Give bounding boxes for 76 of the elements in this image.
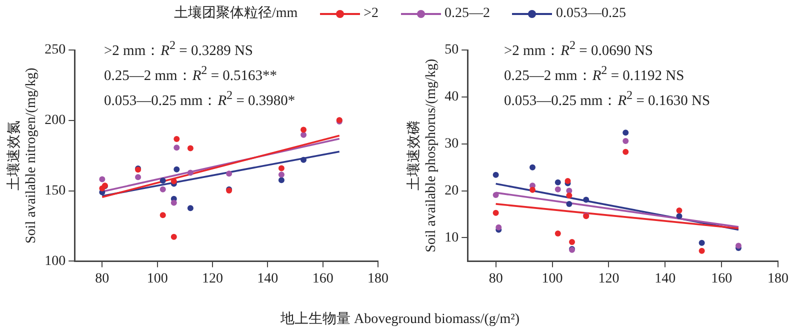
y-tick-label: 150 bbox=[44, 183, 66, 198]
annotation: 0.25—2 mm：R$^{2}$ = 0.1192 NS bbox=[504, 62, 684, 84]
point bbox=[569, 238, 576, 245]
point bbox=[160, 186, 166, 192]
annotation: >2 mm：R$^{2}$ = 0.0690 NS bbox=[504, 38, 653, 59]
x-tick-label: 100 bbox=[542, 271, 563, 286]
point bbox=[530, 164, 536, 170]
x-tick-label: 120 bbox=[202, 271, 224, 286]
x-tick-label: 180 bbox=[768, 271, 788, 286]
point bbox=[226, 170, 232, 177]
point bbox=[735, 242, 742, 249]
point bbox=[492, 192, 499, 198]
point bbox=[278, 165, 284, 172]
point bbox=[554, 179, 561, 186]
x-tick-label: 160 bbox=[312, 271, 334, 286]
point bbox=[174, 166, 180, 172]
y-axis-title: 土壤速效磷 Soil available phosphorus/(mg/kg) bbox=[406, 58, 439, 252]
point bbox=[622, 148, 629, 155]
point bbox=[300, 132, 307, 138]
x-tick-label: 140 bbox=[257, 271, 278, 286]
point bbox=[583, 196, 590, 203]
y-tick-label: 30 bbox=[444, 136, 459, 152]
y-tick-label: 100 bbox=[44, 254, 66, 269]
point bbox=[496, 224, 502, 230]
annotation: 0.25—2 mm：R$^{2}$ = 0.5163** bbox=[104, 62, 278, 84]
point bbox=[698, 240, 705, 246]
point bbox=[698, 248, 705, 254]
point bbox=[187, 205, 194, 212]
legend-label: 0.053—0.25 bbox=[555, 6, 626, 22]
point bbox=[676, 208, 682, 214]
y-tick-label: 250 bbox=[44, 42, 66, 58]
point bbox=[566, 200, 572, 207]
point bbox=[135, 174, 142, 180]
point bbox=[492, 210, 499, 216]
x-tick-label: 180 bbox=[368, 271, 388, 286]
point bbox=[566, 192, 572, 198]
point bbox=[99, 176, 106, 182]
y-tick-label: 200 bbox=[44, 113, 66, 128]
point bbox=[622, 130, 629, 136]
x-tick-label: 120 bbox=[598, 271, 620, 286]
point bbox=[170, 234, 177, 240]
x-tick-label: 80 bbox=[488, 271, 503, 286]
y-tick-label: 20 bbox=[444, 183, 459, 198]
x-tick-label: 160 bbox=[711, 271, 732, 286]
x-axis-title: 地上生物量 Aboveground biomass/(g/m²) bbox=[279, 310, 521, 328]
point bbox=[554, 186, 561, 192]
x-tick-label: 140 bbox=[654, 271, 676, 286]
point bbox=[174, 136, 180, 142]
point bbox=[300, 126, 307, 133]
annotation: 0.053—0.25 mm：R$^{2}$ = 0.1630 NS bbox=[504, 88, 710, 108]
point bbox=[564, 178, 571, 184]
x-tick-label: 100 bbox=[146, 271, 168, 286]
y-tick-label: 10 bbox=[444, 230, 459, 246]
point bbox=[187, 170, 194, 176]
point bbox=[160, 212, 166, 218]
point bbox=[530, 186, 536, 193]
annotation: >2 mm：R$^{2}$ = 0.3289 NS bbox=[104, 38, 253, 59]
point bbox=[300, 156, 307, 163]
point bbox=[187, 145, 194, 152]
point bbox=[174, 144, 180, 151]
point bbox=[160, 178, 166, 184]
annotation: 0.053—0.25 mm：R$^{2}$ = 0.3980* bbox=[104, 88, 296, 108]
point bbox=[278, 177, 284, 184]
point bbox=[278, 172, 284, 178]
legend-title: 土壤团聚体粒径/mm bbox=[174, 6, 298, 21]
point bbox=[492, 172, 499, 178]
point bbox=[676, 213, 682, 220]
point bbox=[622, 138, 629, 144]
x-tick-label: 80 bbox=[95, 271, 110, 286]
y-axis-title: 土壤速效氮 Soil available nitrogen/(mg/kg) bbox=[6, 67, 39, 244]
legend-label: 0.25—2 bbox=[444, 6, 490, 22]
y-tick-label: 40 bbox=[444, 90, 459, 105]
legend-label: >2 bbox=[362, 6, 379, 22]
point bbox=[170, 200, 177, 206]
y-tick-label: 50 bbox=[444, 42, 459, 58]
point bbox=[554, 230, 561, 237]
